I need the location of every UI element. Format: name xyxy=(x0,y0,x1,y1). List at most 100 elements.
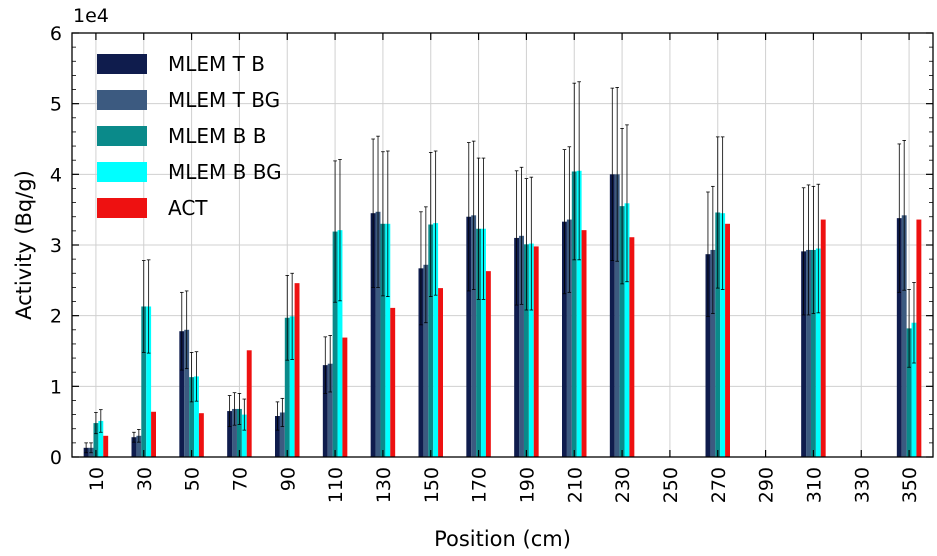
bar xyxy=(820,219,826,457)
x-axis-label: Position (cm) xyxy=(434,527,571,551)
bar xyxy=(423,264,429,457)
legend-label: ACT xyxy=(168,196,208,220)
x-tick-label: 270 xyxy=(708,467,730,503)
x-tick-label: 110 xyxy=(325,467,347,503)
bar xyxy=(438,288,443,457)
bar xyxy=(810,249,816,457)
bar xyxy=(332,231,338,457)
bar xyxy=(720,213,726,457)
ticks xyxy=(72,32,933,458)
bar xyxy=(322,365,328,457)
bar xyxy=(614,174,620,458)
bar xyxy=(523,244,529,457)
y-axis-label: Activity (Bq/g) xyxy=(12,170,36,320)
bar xyxy=(390,307,396,457)
bar xyxy=(279,412,285,457)
x-tick-label: 250 xyxy=(660,467,682,503)
bar xyxy=(146,306,152,457)
bar xyxy=(466,216,472,457)
bar xyxy=(232,408,237,457)
bar xyxy=(566,219,572,457)
bar xyxy=(428,224,434,457)
bar xyxy=(801,251,807,457)
bar xyxy=(98,420,104,457)
bar xyxy=(337,230,343,457)
y-tick-labels: 0 1 2 3 4 5 6 xyxy=(50,23,62,469)
error-bars xyxy=(84,81,916,454)
bar xyxy=(141,306,147,457)
bar xyxy=(710,249,716,457)
bar xyxy=(901,215,907,457)
y-tick-label: 4 xyxy=(50,164,62,186)
legend-label: MLEM T B xyxy=(168,52,265,76)
bar xyxy=(93,423,99,457)
bar xyxy=(370,213,376,457)
y-tick-label: 0 xyxy=(50,447,62,469)
bar xyxy=(198,413,204,457)
y-tick-label: 6 xyxy=(50,23,62,45)
x-tick-label: 310 xyxy=(803,467,825,503)
bar xyxy=(342,337,348,457)
bar xyxy=(241,414,247,457)
x-tick-labels: 10 30 50 70 90 110 130 150 170 190 210 230 250 270 290… xyxy=(86,467,921,503)
x-tick-label: 170 xyxy=(469,467,491,503)
y-tick-label: 5 xyxy=(50,94,62,116)
legend-swatch xyxy=(97,90,147,110)
bar xyxy=(562,221,567,457)
x-tick-label: 350 xyxy=(899,467,921,503)
bar xyxy=(705,254,711,457)
bar xyxy=(481,228,486,457)
legend-swatch xyxy=(97,126,147,146)
x-tick-label: 190 xyxy=(516,467,538,503)
x-tick-label: 90 xyxy=(277,467,299,491)
legend-swatch xyxy=(97,198,147,218)
bar xyxy=(581,230,587,457)
bar xyxy=(471,215,477,457)
bar xyxy=(896,218,902,457)
x-tick-label: 70 xyxy=(229,467,251,491)
bar xyxy=(294,283,300,457)
bar xyxy=(184,329,190,457)
bar xyxy=(289,316,295,457)
bar xyxy=(571,171,577,458)
bar xyxy=(227,411,233,457)
bar xyxy=(911,322,917,457)
legend-swatch xyxy=(97,54,147,74)
x-tick-label: 330 xyxy=(851,467,873,503)
legend: MLEM T B MLEM T BG MLEM B B MLEM B BG ACT xyxy=(97,52,282,220)
x-tick-label: 210 xyxy=(564,467,586,503)
bar xyxy=(533,246,539,457)
bar xyxy=(485,271,491,457)
y-tick-label: 2 xyxy=(50,306,62,328)
bar xyxy=(275,416,280,457)
bar xyxy=(576,170,582,458)
legend-swatch xyxy=(97,162,147,182)
bar xyxy=(179,331,185,457)
bar xyxy=(519,235,524,457)
bar xyxy=(715,212,721,457)
x-tick-label: 230 xyxy=(612,467,634,503)
bar xyxy=(624,203,630,457)
bar xyxy=(476,228,482,457)
y-exponent-label: 1e4 xyxy=(73,5,109,27)
legend-label: MLEM T BG xyxy=(168,88,280,112)
bar xyxy=(629,237,635,457)
bar xyxy=(284,317,290,457)
x-tick-label: 10 xyxy=(86,467,108,491)
bar xyxy=(380,223,386,457)
bar xyxy=(916,219,922,457)
bar xyxy=(433,223,439,457)
y-tick-label: 3 xyxy=(50,235,62,257)
bar xyxy=(528,243,534,457)
bar xyxy=(385,223,391,457)
bar xyxy=(236,408,242,457)
bar xyxy=(375,211,381,457)
bar xyxy=(514,237,520,457)
bar xyxy=(806,249,811,457)
bars xyxy=(83,170,922,458)
legend-label: MLEM B B xyxy=(168,124,266,148)
bar xyxy=(131,437,137,457)
bar xyxy=(189,377,195,457)
bar xyxy=(418,268,424,457)
